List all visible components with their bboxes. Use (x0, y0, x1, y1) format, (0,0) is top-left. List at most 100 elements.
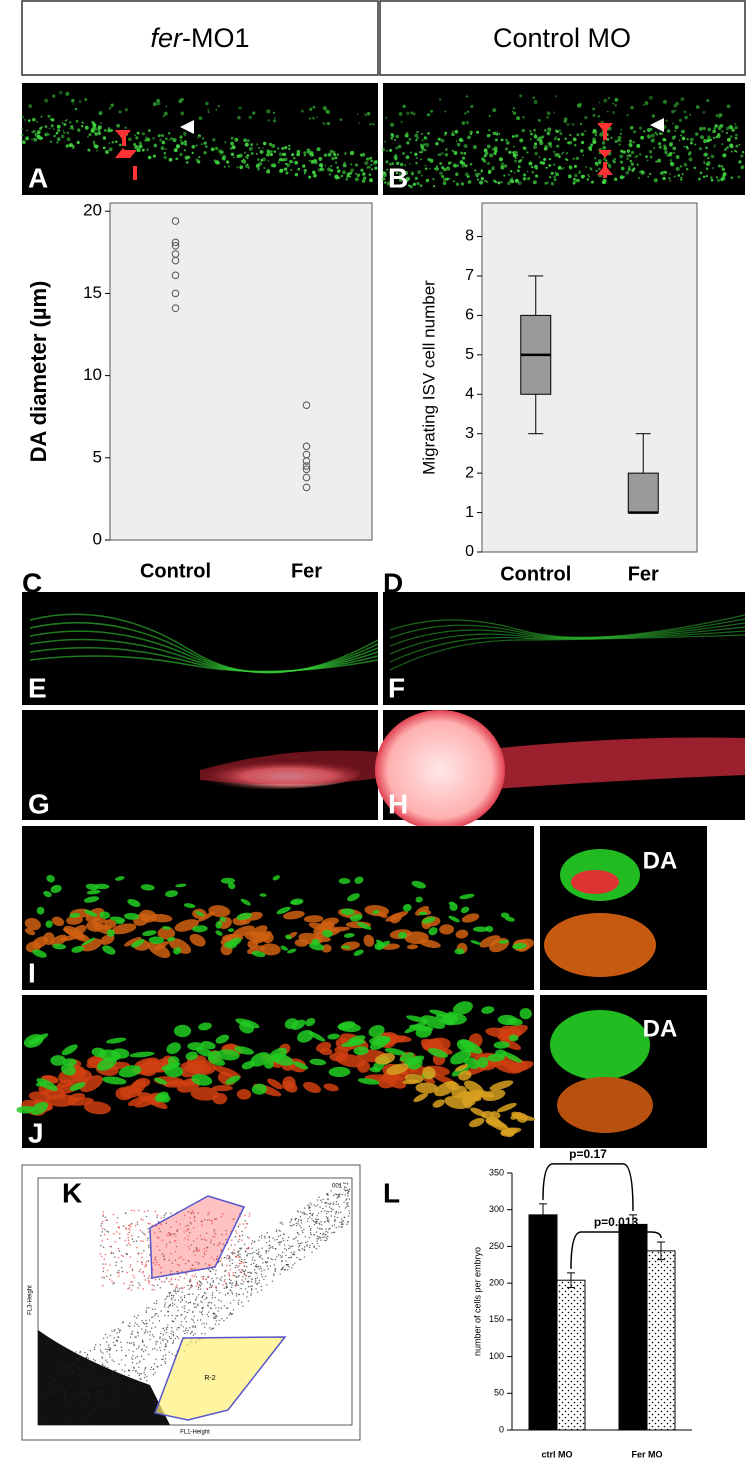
event (103, 1233, 106, 1236)
event (171, 1327, 173, 1329)
event (201, 1307, 203, 1309)
cell (337, 1022, 361, 1033)
cell (267, 169, 270, 172)
cell (415, 139, 418, 142)
event (142, 1322, 144, 1324)
cell (425, 143, 430, 148)
cell (36, 906, 45, 915)
cell (396, 161, 400, 165)
event (154, 1314, 156, 1317)
event (94, 1410, 96, 1412)
event (339, 1221, 341, 1224)
event (160, 1271, 162, 1274)
cell (84, 98, 88, 101)
cell (166, 1042, 181, 1054)
event (240, 1247, 242, 1249)
event (301, 1230, 303, 1232)
event (161, 1253, 164, 1256)
cell (581, 140, 585, 145)
event (118, 1269, 120, 1272)
cell (507, 173, 511, 177)
event (65, 1420, 67, 1423)
arrowhead-white (180, 120, 194, 134)
cell (104, 919, 117, 929)
event (306, 1244, 308, 1246)
event (220, 1248, 223, 1251)
event (235, 1295, 238, 1297)
cell (533, 128, 536, 132)
yolk (375, 710, 505, 830)
cell (221, 156, 226, 161)
event (154, 1347, 156, 1350)
cell (689, 113, 692, 116)
event (78, 1385, 81, 1388)
cell (111, 141, 115, 144)
annotation: p=0.013 (594, 1215, 639, 1229)
event (308, 1207, 310, 1209)
point (302, 457, 311, 465)
cell (35, 1081, 47, 1087)
cell (71, 99, 75, 103)
event (64, 1378, 66, 1380)
cell (592, 113, 596, 117)
event (191, 1264, 194, 1266)
cell (73, 924, 87, 935)
event (90, 1402, 93, 1405)
event (252, 1262, 255, 1265)
cell (516, 116, 521, 121)
event (99, 1381, 102, 1383)
event (177, 1337, 180, 1339)
cell (646, 159, 649, 162)
point (302, 401, 311, 410)
cell (183, 149, 186, 152)
cell (427, 132, 430, 135)
cell (495, 138, 498, 142)
cell (322, 929, 333, 938)
event (122, 1383, 125, 1385)
event (238, 1275, 240, 1277)
event (70, 1366, 72, 1368)
cell (370, 159, 373, 163)
event (131, 1281, 134, 1283)
y-tick-label: 7 (465, 267, 474, 284)
event (273, 1264, 276, 1266)
event (337, 1194, 339, 1196)
cell (46, 874, 55, 883)
event (258, 1248, 260, 1250)
event (197, 1286, 200, 1289)
cell (398, 172, 401, 175)
event (265, 1252, 267, 1254)
event (260, 1237, 263, 1239)
event (140, 1240, 142, 1242)
event (280, 1256, 283, 1259)
event (204, 1326, 206, 1328)
event (163, 1258, 166, 1261)
event (319, 1223, 321, 1225)
event (180, 1287, 183, 1289)
cell (236, 166, 239, 169)
event (187, 1224, 189, 1227)
event (146, 1331, 149, 1333)
event (201, 1278, 204, 1280)
cell (644, 101, 649, 106)
cell (296, 152, 300, 157)
event (40, 1404, 43, 1407)
cell (163, 1080, 187, 1088)
event (306, 1213, 308, 1216)
event (328, 1206, 331, 1208)
micrograph (22, 83, 378, 195)
cell (580, 132, 585, 137)
cell (465, 145, 468, 148)
event (68, 1414, 70, 1417)
cell (262, 141, 267, 146)
event (235, 1280, 238, 1283)
event (84, 1422, 87, 1425)
event (179, 1301, 182, 1303)
cell (486, 180, 489, 184)
event (131, 1358, 134, 1361)
event (147, 1277, 149, 1279)
event (211, 1284, 214, 1287)
event (82, 1419, 85, 1421)
event (138, 1325, 140, 1327)
cell (124, 108, 128, 112)
